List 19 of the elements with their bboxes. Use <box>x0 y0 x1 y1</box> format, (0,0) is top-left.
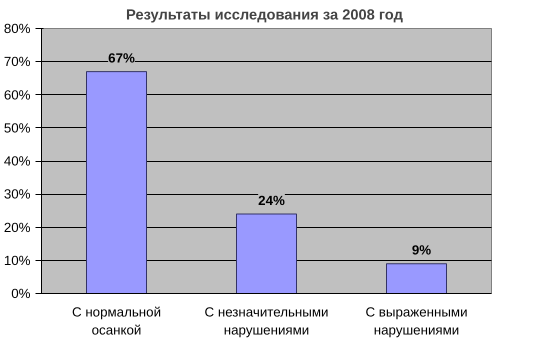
data-label: 67% <box>108 50 135 66</box>
y-tick-label: 80% <box>4 21 31 36</box>
bar <box>386 263 447 294</box>
y-tick-label: 40% <box>4 154 31 168</box>
x-tick-label: С незначительными нарушениями <box>204 304 328 338</box>
bar <box>236 214 297 294</box>
y-tick-label: 70% <box>4 54 31 70</box>
x-tick-label: С нормальной осанкой <box>72 304 162 338</box>
data-label: 24% <box>258 193 285 208</box>
y-tick-label: 30% <box>4 186 31 202</box>
y-tick-label: 10% <box>4 252 31 268</box>
y-tick-label: 60% <box>4 87 31 102</box>
chart-title: Результаты исследования за 2008 год <box>126 8 404 24</box>
y-tick-label: 20% <box>4 220 31 235</box>
y-tick-label: 50% <box>4 120 31 136</box>
y-tick-label: 0% <box>11 286 31 301</box>
x-tick-label: С выраженными нарушениями <box>365 304 468 338</box>
data-label: 9% <box>412 242 432 258</box>
bar <box>86 71 147 294</box>
